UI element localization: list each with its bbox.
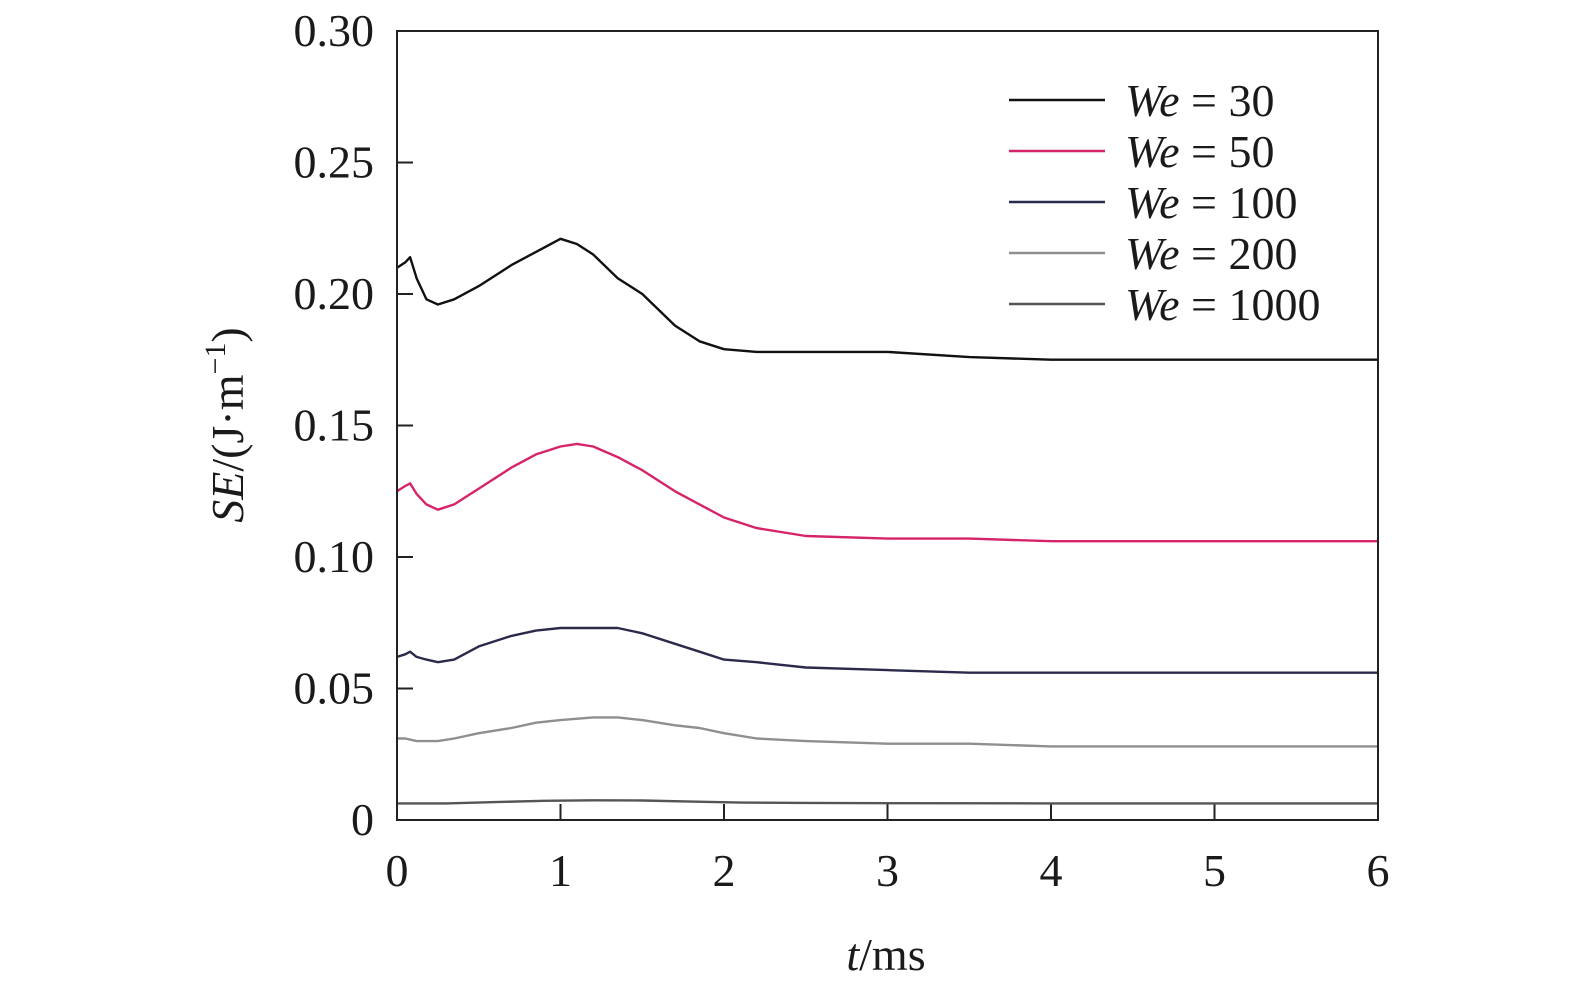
y-tick-label: 0.15 [294,400,375,451]
x-tick-label: 4 [1040,845,1063,896]
y-axis-ticks: 0 0.05 0.10 0.15 0.20 0.25 0.30 [294,5,413,845]
x-tick-label: 2 [713,845,736,896]
x-axis-title: t/ms [846,929,925,980]
y-tick-label: 0.10 [294,531,375,582]
x-tick-label: 1 [549,845,572,896]
legend-label: We = 50 [1125,126,1274,177]
y-axis-title-unit: /(J·m [202,374,253,471]
y-tick-label: 0.20 [294,268,375,319]
x-tick-label: 6 [1367,845,1390,896]
y-tick-label: 0.30 [294,5,375,56]
series-line-2 [396,442,1378,543]
legend-label: We = 100 [1125,177,1297,228]
y-axis-title-symbol: SE [202,472,253,523]
x-tick-label: 5 [1203,845,1226,896]
y-axis-title-close: ) [202,327,253,342]
x-tick-label: 3 [876,845,899,896]
x-tick-label: 0 [386,845,409,896]
plot-frame [396,30,1379,821]
y-axis-title: SE/(J·m−1) [199,327,253,522]
y-tick-label: 0.05 [294,663,375,714]
legend-label: We = 30 [1125,75,1274,126]
series-line-3 [396,626,1378,674]
legend-label: We = 200 [1125,228,1297,279]
y-tick-label: 0.25 [294,137,375,188]
legend-label: We = 1000 [1125,279,1320,330]
series-line-5 [397,799,1378,805]
series-lines [396,237,1378,805]
x-axis-title-unit: /ms [859,929,925,980]
y-tick-label: 0 [351,794,374,845]
x-axis-ticks: 0 1 2 3 4 5 6 [386,804,1390,896]
series-line-1 [396,237,1378,361]
x-axis-title-symbol: t [846,929,860,980]
y-axis-title-exponent: −1 [199,343,232,375]
series-line-4 [397,716,1378,748]
